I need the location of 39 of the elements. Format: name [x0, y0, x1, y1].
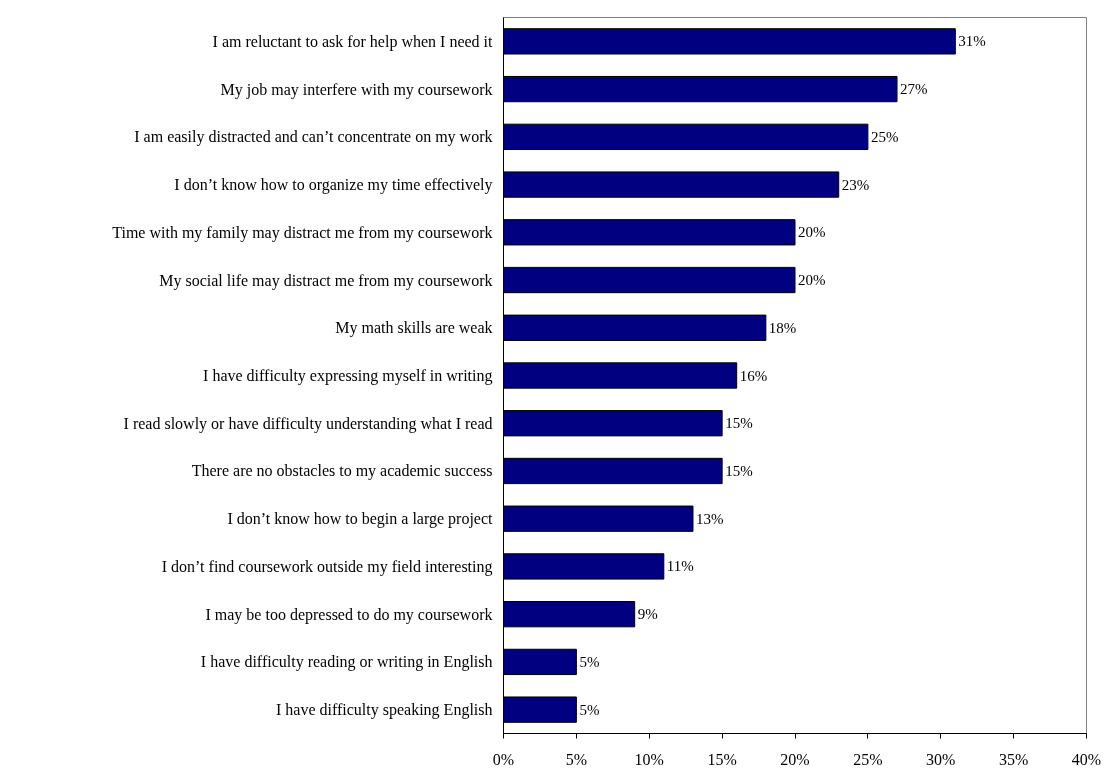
- x-tick-label: 10%: [634, 750, 664, 768]
- y-tick-label: I read slowly or have difficulty understanding what I read: [123, 414, 493, 433]
- data-label: 13%: [695, 510, 724, 527]
- x-tick-label: 40%: [1071, 750, 1102, 768]
- y-tick-label: I don’t know how to begin a large project: [227, 510, 494, 529]
- y-tick-label: Time with my family may distract me from my coursework: [112, 223, 493, 242]
- data-label: 5%: [579, 701, 600, 718]
- y-tick-label: I have difficulty reading or writing in English: [200, 653, 493, 672]
- x-tick-label: 25%: [853, 750, 883, 768]
- data-label: 15%: [725, 415, 753, 432]
- data-label: 18%: [768, 319, 797, 336]
- data-label: 5%: [579, 653, 600, 670]
- data-label: 31%: [958, 33, 986, 50]
- data-label: 11%: [666, 558, 694, 575]
- y-tick-label: I am easily distracted and can’t concentrate on my work: [134, 128, 493, 147]
- y-tick-label: My social life may distract me from my coursework: [159, 271, 493, 290]
- y-tick-label: I am reluctant to ask for help when I need it: [212, 32, 494, 51]
- y-tick-label: I don’t know how to organize my time effectively: [174, 176, 493, 195]
- data-label: 16%: [739, 367, 768, 384]
- data-label: 15%: [725, 462, 753, 479]
- x-tick-label: 5%: [565, 750, 588, 768]
- y-tick-label: I have difficulty expressing myself in writing: [203, 367, 493, 385]
- x-tick-label: 0%: [492, 750, 515, 768]
- x-tick-label: 15%: [707, 750, 737, 768]
- y-tick-label: There are no obstacles to my academic success: [191, 462, 493, 481]
- y-tick-label: I don’t find coursework outside my field interesting: [161, 557, 493, 576]
- y-tick-label: My math skills are weak: [335, 319, 493, 338]
- data-label: 20%: [798, 272, 826, 289]
- data-label: 23%: [841, 176, 870, 193]
- x-tick-label: 35%: [998, 750, 1029, 768]
- y-tick-label: I may be too depressed to do my coursework: [205, 605, 493, 624]
- data-label: 27%: [900, 81, 928, 98]
- data-label: 25%: [870, 128, 899, 145]
- x-tick-label: 20%: [780, 750, 810, 768]
- x-tick-label: 30%: [926, 750, 956, 768]
- y-tick-label: My job may interfere with my coursework: [220, 80, 493, 99]
- y-tick-label: I have difficulty speaking English: [275, 701, 493, 720]
- data-label: 20%: [798, 224, 826, 241]
- data-label: 9%: [637, 606, 658, 623]
